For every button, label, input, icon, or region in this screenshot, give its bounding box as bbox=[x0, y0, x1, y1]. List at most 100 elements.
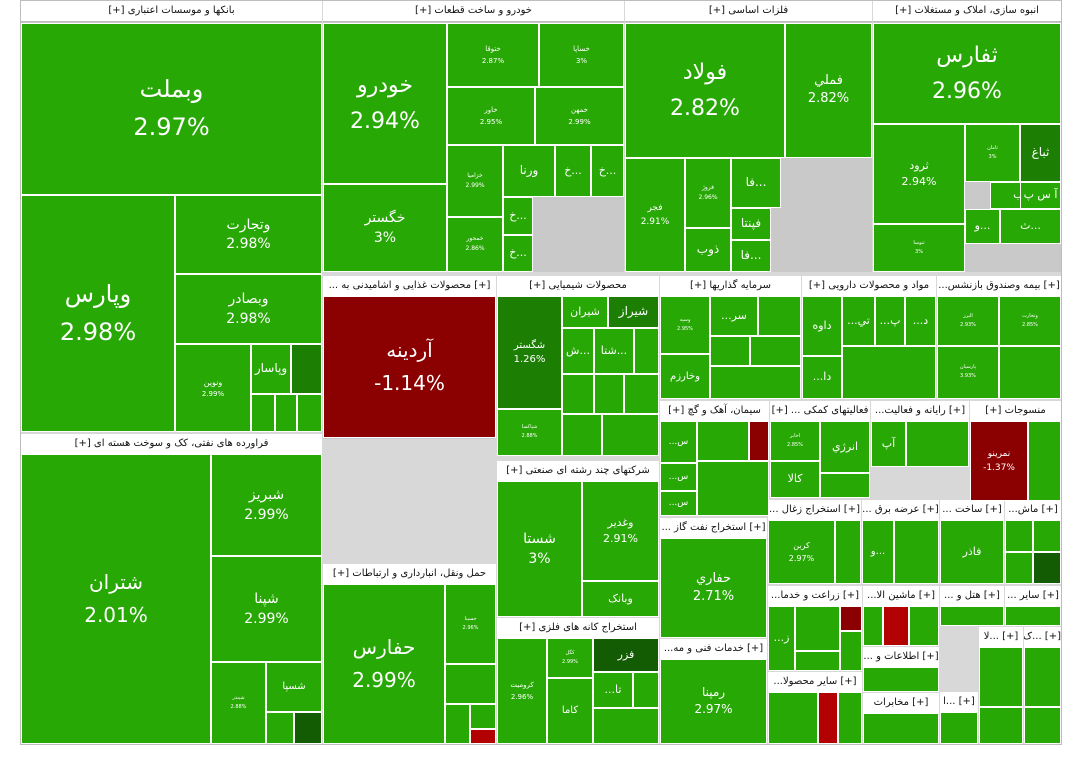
stock-tile-small[interactable] bbox=[842, 346, 936, 399]
stock-tile[interactable]: وخارزم bbox=[660, 354, 710, 399]
stock-tile-small[interactable] bbox=[594, 374, 624, 414]
stock-tile-small[interactable] bbox=[909, 606, 939, 646]
sector-20[interactable]: حمل ونقل، انبارداری و ارتباطات [+] حفارس 2… bbox=[323, 564, 496, 744]
sector-title[interactable]: سرمایه گذاریها [+] bbox=[660, 276, 801, 297]
sector-17[interactable]: [+] عرضه برق ... و... bbox=[862, 500, 939, 584]
stock-tile-small[interactable] bbox=[445, 704, 470, 744]
sector-8[interactable]: [+] بیمه وصندوق بازنشس... البرز 2.93% وتخار… bbox=[937, 276, 1061, 399]
stock-tile[interactable]: آردینه -1.14% bbox=[323, 296, 496, 438]
sector-27[interactable]: [+] اطلاعات و ... bbox=[863, 647, 939, 692]
stock-tile[interactable]: ...ز bbox=[768, 606, 795, 671]
stock-tile[interactable]: آپ bbox=[871, 421, 906, 467]
stock-tile[interactable]: خزامیا 2.99% bbox=[447, 145, 503, 217]
stock-tile[interactable]: کرومیت 2.96% bbox=[497, 638, 547, 744]
stock-tile-small[interactable] bbox=[863, 606, 883, 646]
stock-tile[interactable]: شگستر 1.26% bbox=[497, 296, 562, 409]
stock-tile[interactable]: ...س bbox=[660, 491, 697, 516]
sector-10[interactable]: فعالیتهای کمکی ... [+] اخابر 2.85% انرژي کال… bbox=[770, 401, 870, 498]
stock-tile-small[interactable] bbox=[697, 421, 749, 461]
stock-tile-small[interactable] bbox=[1033, 552, 1061, 584]
stock-tile-small[interactable] bbox=[1028, 421, 1061, 501]
stock-tile[interactable]: ...سر bbox=[710, 296, 758, 336]
sector-title[interactable]: [+] ماشین الا... bbox=[863, 586, 939, 607]
sector-32[interactable]: [+] ...ک bbox=[1024, 627, 1061, 744]
stock-tile[interactable]: خودرو 2.94% bbox=[323, 23, 447, 184]
stock-tile[interactable]: کربن 2.97% bbox=[768, 520, 835, 584]
stock-tile[interactable]: وتخارت 2.85% bbox=[999, 296, 1061, 346]
stock-tile-small[interactable] bbox=[749, 421, 769, 461]
stock-tile[interactable]: و... bbox=[862, 520, 894, 584]
stock-tile-small[interactable] bbox=[697, 461, 769, 516]
stock-tile-small[interactable] bbox=[1005, 606, 1061, 626]
stock-tile[interactable]: خگستر 3% bbox=[323, 184, 447, 272]
sector-16[interactable]: [+] استخراج زغال ... کربن 2.97% bbox=[768, 500, 861, 584]
stock-tile-small[interactable] bbox=[768, 692, 818, 744]
stock-tile[interactable]: پارسیان 3.93% bbox=[937, 346, 999, 399]
sector-12[interactable]: منسوجات [+] نمرینو -1.37% bbox=[970, 401, 1061, 501]
sector-23[interactable]: [+] زراعت و خدما... ...ز bbox=[768, 586, 862, 671]
stock-tile[interactable]: شتران 2.01% bbox=[21, 454, 211, 744]
stock-tile[interactable]: ش... bbox=[562, 328, 594, 374]
stock-tile-small[interactable] bbox=[1005, 552, 1033, 584]
stock-tile[interactable]: حسینا 2.96% bbox=[445, 584, 496, 664]
stock-tile[interactable]: وبصادر 2.98% bbox=[175, 274, 322, 344]
stock-tile[interactable]: ...س bbox=[660, 421, 697, 463]
stock-tile[interactable]: وبانک bbox=[582, 581, 659, 617]
sector-title[interactable]: [+] ...ا bbox=[940, 692, 978, 713]
sector-19[interactable]: [+] ماش... bbox=[1005, 500, 1061, 584]
stock-tile[interactable]: فملي 2.82% bbox=[785, 23, 872, 158]
sector-24[interactable]: [+] ماشین الا... bbox=[863, 586, 939, 646]
sector-title[interactable]: استخراج کانه های فلزی [+] bbox=[497, 618, 659, 639]
stock-tile[interactable]: ثامان 3% bbox=[965, 124, 1020, 182]
stock-tile-small[interactable] bbox=[906, 421, 969, 467]
stock-tile-small[interactable] bbox=[863, 667, 939, 692]
stock-tile[interactable]: کاما bbox=[547, 678, 593, 744]
stock-tile-small[interactable] bbox=[710, 336, 750, 366]
sector-title[interactable]: [+] عرضه برق ... bbox=[862, 500, 939, 521]
sector-title[interactable]: [+] زراعت و خدما... bbox=[768, 586, 862, 607]
stock-tile-small[interactable] bbox=[1005, 520, 1033, 552]
stock-tile[interactable]: وپاسار bbox=[251, 344, 291, 394]
stock-tile[interactable]: خاور 2.95% bbox=[447, 87, 535, 145]
stock-tile-small[interactable] bbox=[883, 606, 909, 646]
sector-title[interactable]: [+] سایر محصولا... bbox=[768, 672, 862, 693]
stock-tile-small[interactable] bbox=[445, 664, 496, 704]
stock-tile[interactable]: ...پ bbox=[875, 296, 905, 346]
sector-title[interactable]: فراورده های نفتی، کک و سوخت هسته ای [+] bbox=[21, 434, 322, 455]
stock-tile[interactable]: فا... bbox=[731, 158, 781, 208]
stock-tile-small[interactable] bbox=[750, 336, 801, 366]
stock-tile[interactable]: فزر bbox=[593, 638, 659, 672]
stock-tile[interactable]: اخابر 2.85% bbox=[770, 421, 820, 461]
stock-tile-small[interactable] bbox=[940, 606, 1004, 626]
sector-title[interactable]: [+] ساخت ... bbox=[940, 500, 1004, 521]
sector-title[interactable]: فلزات اساسی [+] bbox=[625, 1, 872, 22]
stock-tile[interactable]: ثباغ bbox=[1020, 124, 1061, 182]
sector-title[interactable]: محصولات شیمیایی [+] bbox=[497, 276, 659, 297]
sector-11[interactable]: [+] رایانه و فعالیت... آپ bbox=[871, 401, 969, 467]
sector-30[interactable]: [+] ...ا bbox=[940, 692, 978, 744]
stock-tile[interactable]: فولاد 2.82% bbox=[625, 23, 785, 158]
sector-title[interactable]: شرکتهای چند رشته ای صنعتی [+] bbox=[497, 461, 659, 482]
stock-tile-small[interactable] bbox=[251, 394, 275, 432]
stock-tile-small[interactable] bbox=[795, 606, 840, 651]
sector-0[interactable]: بانکها و موسسات اعتباری [+] وبملت 2.97% وپا… bbox=[21, 1, 322, 432]
sector-title[interactable]: مواد و محصولات دارویی [+] bbox=[802, 276, 936, 297]
sector-title[interactable]: [+] ...لا bbox=[979, 627, 1023, 648]
stock-tile[interactable]: شپاکسا 2.88% bbox=[497, 409, 562, 456]
stock-tile[interactable]: انرژي bbox=[820, 421, 870, 473]
sector-title[interactable]: [+] محصولات غذایی و اشامیدنی به ... bbox=[323, 276, 496, 297]
stock-tile-small[interactable] bbox=[470, 729, 496, 744]
stock-tile-small[interactable] bbox=[275, 394, 297, 432]
sector-title[interactable]: سیمان، آهک و گچ [+] bbox=[660, 401, 769, 422]
stock-tile-small[interactable] bbox=[795, 651, 840, 671]
stock-tile-small[interactable] bbox=[266, 712, 294, 744]
sector-28[interactable]: [+] سایر محصولا... bbox=[768, 672, 862, 744]
stock-tile[interactable]: ثرود 2.94% bbox=[873, 124, 965, 224]
stock-tile-small[interactable] bbox=[999, 346, 1061, 399]
stock-tile-small[interactable] bbox=[1033, 520, 1061, 552]
sector-15[interactable]: [+] استخراج نفت گاز ... حفاري 2.71% bbox=[660, 518, 767, 638]
stock-tile[interactable]: ث... bbox=[1000, 209, 1061, 244]
stock-tile-small[interactable] bbox=[593, 708, 659, 744]
stock-tile[interactable]: و... bbox=[965, 209, 1000, 244]
sector-title[interactable]: [+] مخابرات bbox=[863, 693, 939, 714]
